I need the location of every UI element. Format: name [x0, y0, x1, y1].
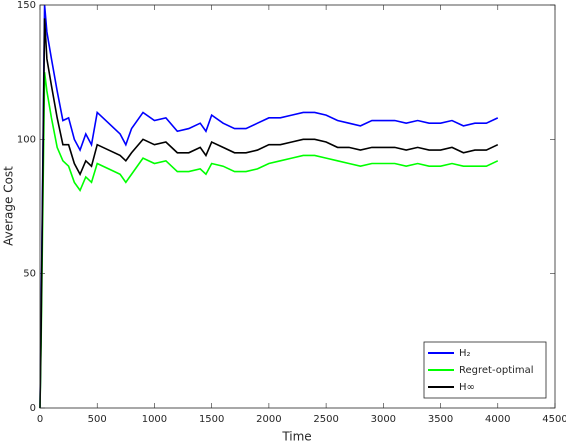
legend-box	[423, 341, 547, 399]
x-axis-label: Time	[281, 430, 311, 444]
x-tick-label: 2000	[256, 414, 281, 425]
legend-label: H₂	[459, 348, 471, 359]
x-tick-label: 1500	[199, 414, 224, 425]
x-tick-label: 2500	[313, 414, 338, 425]
y-tick-label: 150	[17, 0, 36, 11]
y-tick-label: 50	[23, 269, 36, 280]
y-tick-label: 100	[17, 134, 36, 145]
y-axis-label: Average Cost	[2, 166, 16, 246]
x-tick-label: 500	[88, 414, 107, 425]
series-line	[39, 18, 499, 409]
legend-label: H∞	[459, 382, 475, 393]
x-tick-label: 4000	[485, 414, 510, 425]
series-line	[39, 4, 499, 409]
x-tick-label: 4500	[542, 414, 566, 425]
plot-frame	[39, 4, 556, 409]
x-tick-label: 3000	[371, 414, 396, 425]
series-line	[39, 72, 499, 409]
x-tick-label: 0	[37, 414, 43, 425]
y-tick-label: 0	[30, 403, 36, 414]
x-tick-label: 3500	[428, 414, 453, 425]
legend: H₂ Regret-optimal H∞	[423, 341, 547, 399]
legend-label: Regret-optimal	[459, 365, 534, 376]
x-tick-label: 1000	[142, 414, 167, 425]
